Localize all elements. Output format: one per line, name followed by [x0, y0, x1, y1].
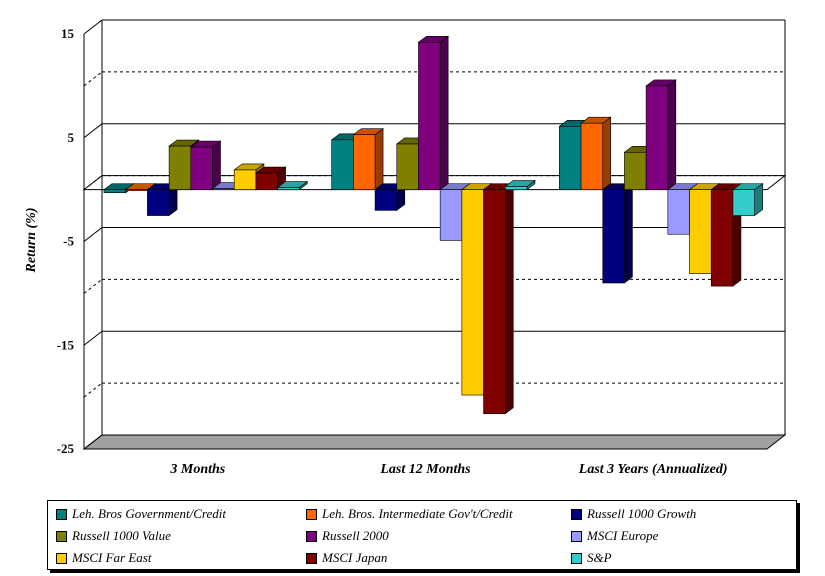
- gridline-side: [83, 71, 103, 87]
- legend-label: MSCI Europe: [587, 528, 659, 543]
- bar-front: [559, 126, 582, 190]
- bar-front: [602, 189, 625, 284]
- bar-front: [418, 41, 441, 190]
- bar-front: [374, 189, 398, 211]
- y-tick-labels: 15 5 -5 -15 -25: [57, 26, 75, 456]
- gridline-side: [83, 227, 103, 242]
- legend-label: Russell 2000: [322, 528, 389, 543]
- bars: [103, 35, 764, 415]
- legend: Leh. Bros Government/Credit Leh. Bros. In…: [47, 500, 797, 570]
- gridline-side: [83, 278, 103, 294]
- legend-item: Russell 1000 Value: [48, 525, 298, 547]
- bar: [504, 179, 536, 191]
- bar-front: [103, 189, 127, 194]
- legend-item: Russell 1000 Growth: [563, 503, 798, 525]
- bar-front: [396, 143, 419, 190]
- legend-item: MSCI Far East: [48, 547, 298, 569]
- category-label: Last 3 Years (Annualized): [578, 462, 728, 477]
- bar-front: [353, 134, 376, 190]
- bar-front: [710, 189, 734, 287]
- bar-front: [212, 188, 235, 190]
- bar-side: [602, 116, 612, 191]
- y-tick-label: -5: [63, 234, 74, 249]
- gridline-side: [83, 123, 103, 139]
- legend-swatch: [571, 508, 582, 520]
- category-labels: 3 Months Last 12 Months Last 3 Years (Annu…: [169, 462, 727, 477]
- y-tick-label: -25: [57, 441, 75, 456]
- gridline-side: [83, 330, 103, 346]
- legend-swatch: [571, 530, 582, 542]
- category-label: 3 Months: [169, 462, 225, 477]
- legend-label: Russell 1000 Value: [72, 528, 171, 543]
- legend-item: MSCI Europe: [563, 525, 798, 547]
- zero-plane: [82, 175, 787, 191]
- legend-swatch: [56, 530, 67, 542]
- bar-front: [504, 186, 528, 190]
- bar-front: [168, 145, 192, 190]
- bar-front: [732, 189, 755, 216]
- bar-side: [504, 183, 514, 415]
- bar-side: [374, 128, 384, 191]
- bar-front: [624, 151, 647, 190]
- legend-swatch: [571, 552, 582, 564]
- bar: [276, 180, 309, 191]
- legend-label: Leh. Bros. Intermediate Gov't/Credit: [322, 506, 513, 521]
- bar: [374, 183, 406, 211]
- legend-swatch: [306, 552, 317, 564]
- legend-item: S&P: [563, 547, 798, 569]
- bar-front: [331, 139, 354, 190]
- bar-front: [190, 146, 213, 190]
- bar-front: [461, 189, 484, 396]
- legend-swatch: [306, 508, 317, 520]
- bar-front: [255, 172, 278, 190]
- bar: [580, 116, 612, 191]
- bar: [482, 183, 515, 415]
- bar-front: [233, 169, 257, 190]
- bar-chart: 15 5 -5 -15 -25 3 Months Last 12 Months Last 3…: [24, 19, 787, 477]
- bar: [189, 140, 222, 191]
- legend-item: MSCI Japan: [298, 547, 563, 569]
- bar-front: [147, 189, 170, 216]
- legend-item: Leh. Bros. Intermediate Gov't/Credit: [298, 503, 563, 525]
- legend-label: MSCI Far East: [72, 550, 152, 565]
- category-label: Last 12 Months: [379, 462, 471, 477]
- legend-swatch: [306, 530, 317, 542]
- legend-item: Russell 2000: [298, 525, 563, 547]
- legend-label: MSCI Japan: [322, 550, 388, 565]
- bar: [352, 128, 384, 191]
- y-tick-label: -15: [57, 337, 75, 352]
- bar: [645, 79, 677, 191]
- bar-front: [645, 85, 669, 190]
- bar-front: [125, 189, 148, 191]
- y-tick-label: 15: [61, 26, 75, 41]
- legend-swatch: [56, 552, 67, 564]
- legend-label: Leh. Bros Government/Credit: [72, 506, 226, 521]
- bar-front: [667, 189, 690, 235]
- gridline-side: [83, 19, 103, 35]
- bar-front: [439, 189, 463, 241]
- y-tick-label: 5: [68, 130, 75, 145]
- bar-front: [689, 189, 712, 274]
- legend-item: Leh. Bros Government/Credit: [48, 503, 298, 525]
- bar-front: [580, 122, 604, 190]
- bar-side: [667, 79, 677, 191]
- bar: [732, 183, 764, 217]
- gridline-side: [83, 434, 103, 450]
- y-axis-label: Return (%): [24, 208, 39, 274]
- gridline-side: [83, 382, 103, 398]
- bar-side: [439, 35, 449, 191]
- bar-side: [212, 140, 221, 191]
- bar-front: [483, 189, 506, 415]
- legend-label: Russell 1000 Growth: [587, 506, 697, 521]
- legend-swatch: [56, 508, 67, 520]
- bar: [417, 35, 450, 191]
- legend-label: S&P: [587, 550, 612, 565]
- bar: [601, 183, 634, 284]
- bar-side: [624, 183, 633, 284]
- bar-front: [277, 187, 300, 190]
- chart-floor: [82, 434, 787, 450]
